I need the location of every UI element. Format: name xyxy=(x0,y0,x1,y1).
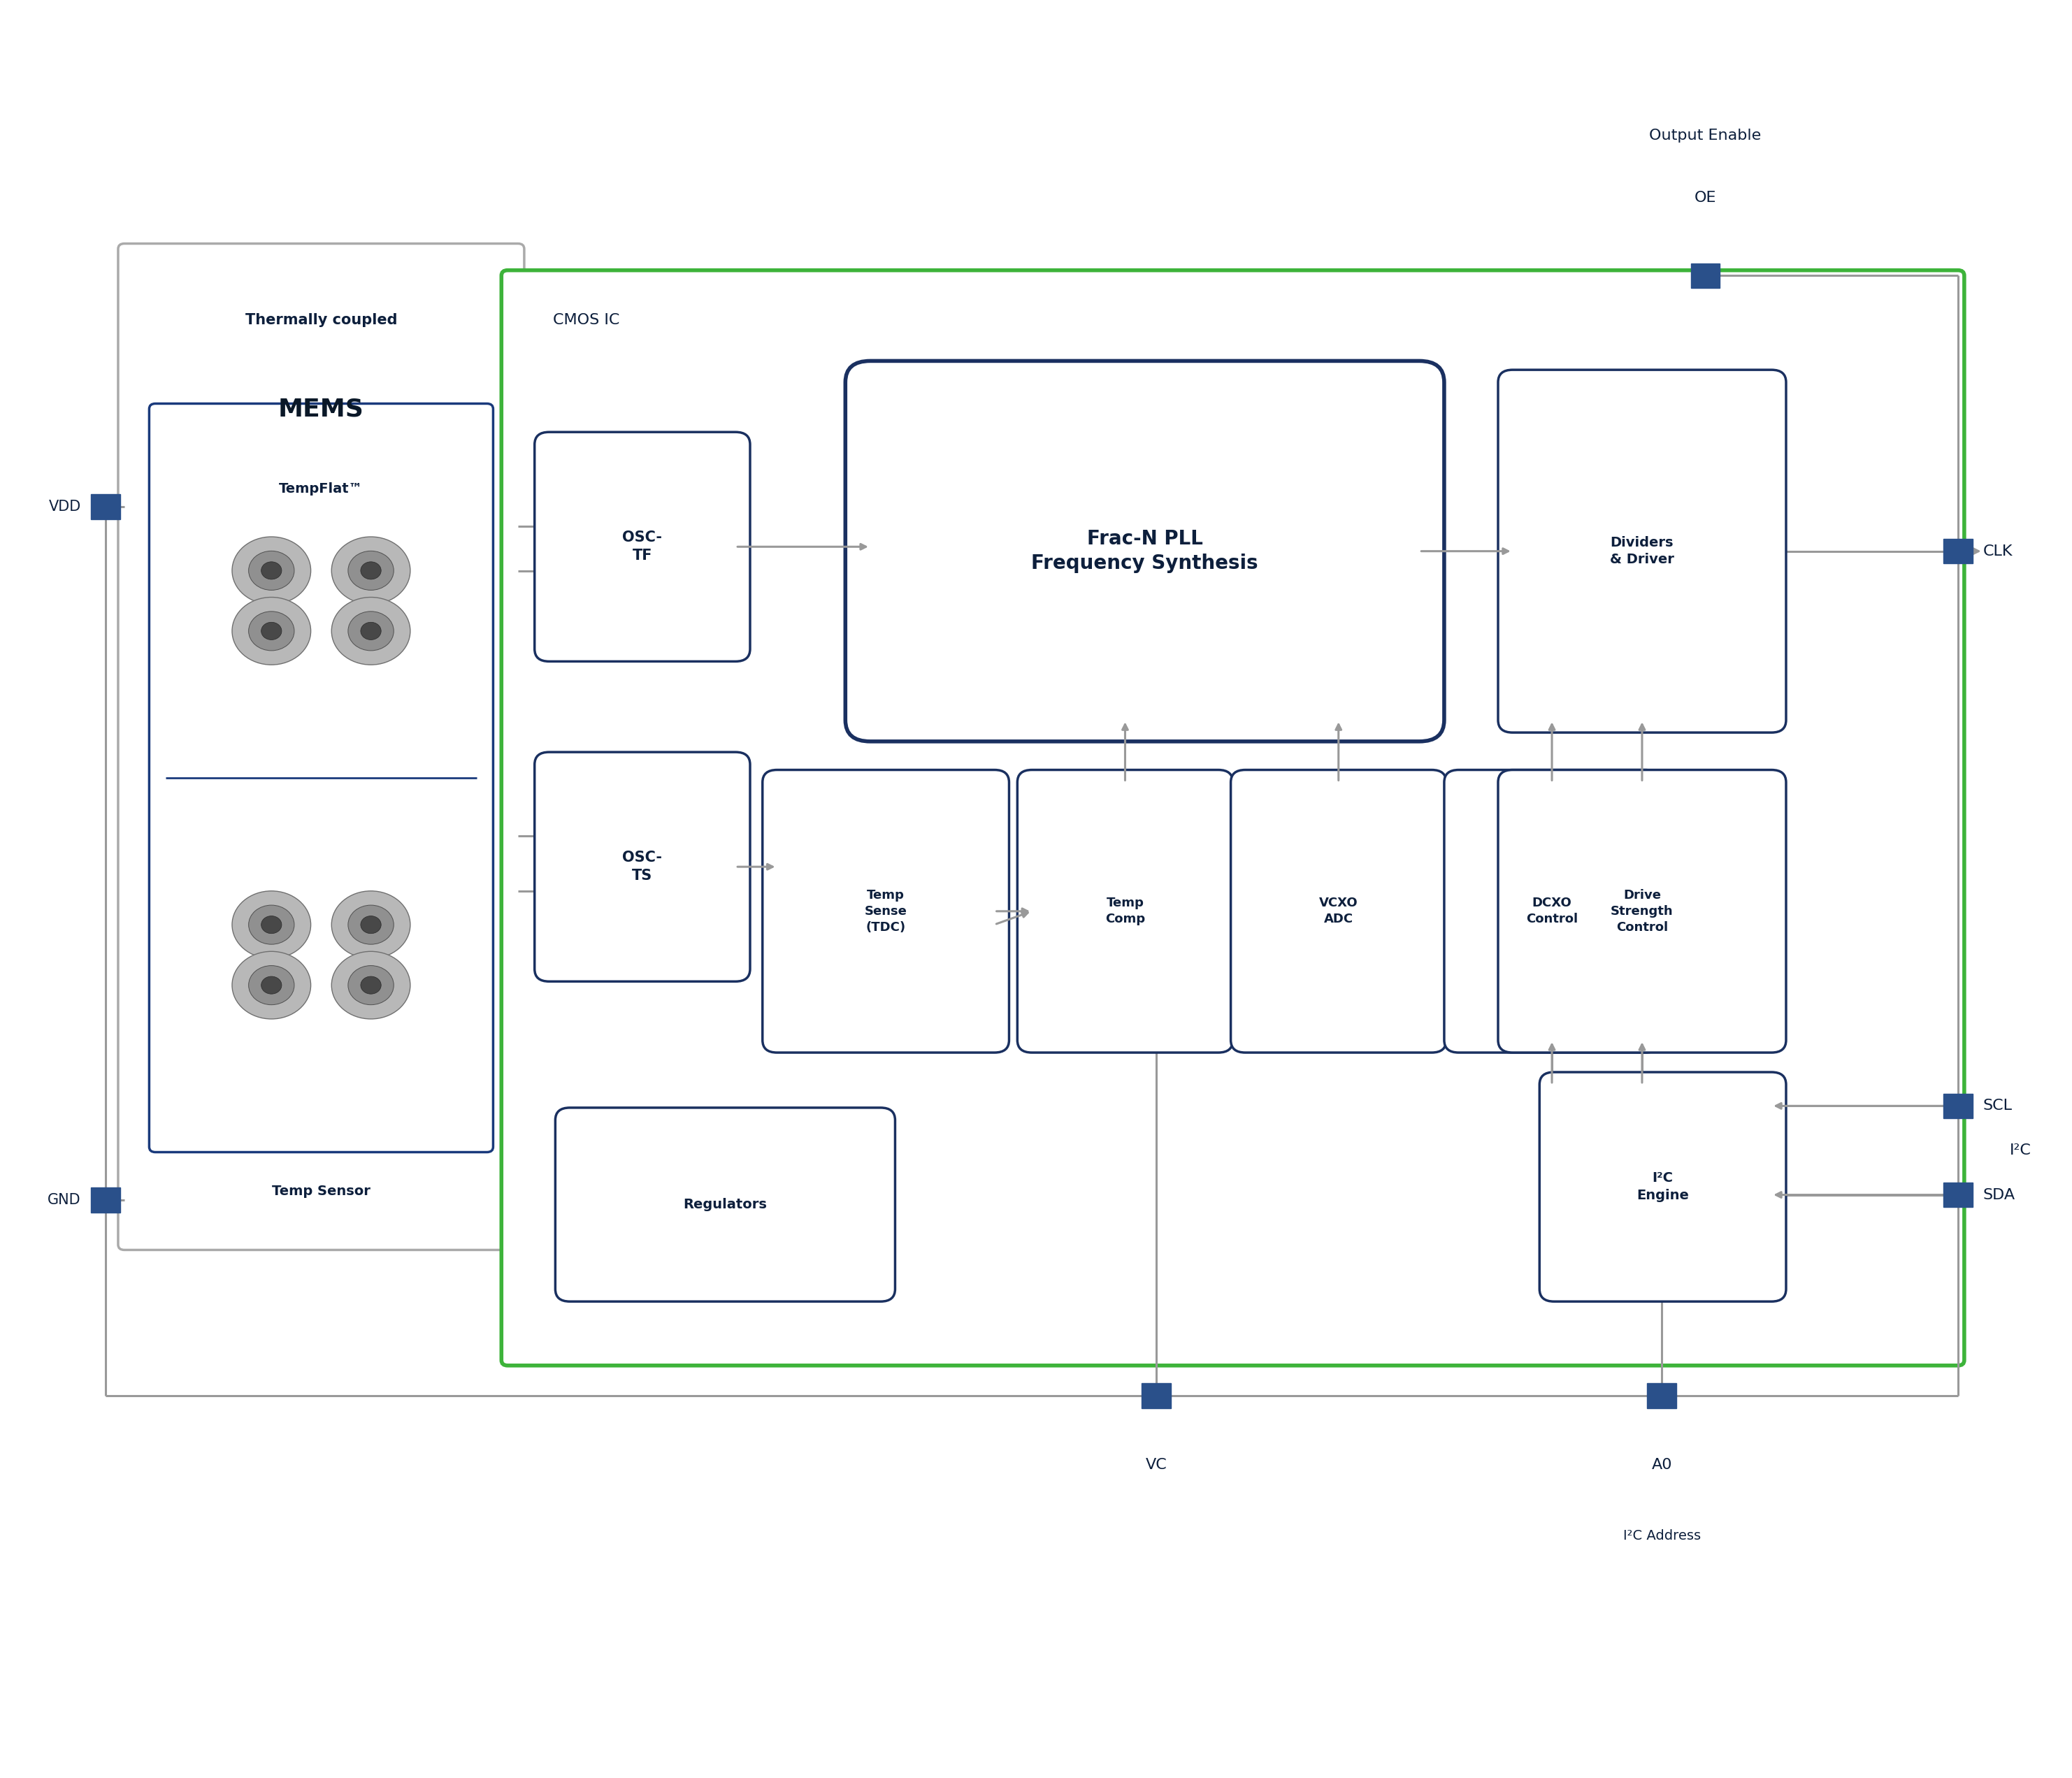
FancyBboxPatch shape xyxy=(1498,770,1786,1053)
Text: OE: OE xyxy=(1695,190,1716,204)
Circle shape xyxy=(332,537,410,605)
Bar xyxy=(91,1188,120,1213)
FancyBboxPatch shape xyxy=(1231,770,1446,1053)
Circle shape xyxy=(348,612,394,651)
FancyBboxPatch shape xyxy=(762,770,1009,1053)
Bar xyxy=(1944,1182,1973,1207)
Circle shape xyxy=(332,891,410,958)
Text: Temp
Sense
(TDC): Temp Sense (TDC) xyxy=(864,889,908,933)
Circle shape xyxy=(361,916,381,933)
FancyBboxPatch shape xyxy=(149,404,493,1152)
Circle shape xyxy=(249,612,294,651)
Text: I²C Address: I²C Address xyxy=(1622,1529,1701,1542)
Text: MEMS: MEMS xyxy=(278,396,365,421)
FancyBboxPatch shape xyxy=(845,361,1444,741)
Text: SDA: SDA xyxy=(1983,1188,2016,1202)
Bar xyxy=(1944,1093,1973,1118)
FancyBboxPatch shape xyxy=(1498,370,1786,733)
Bar xyxy=(91,494,120,519)
Text: SCL: SCL xyxy=(1983,1099,2012,1113)
FancyBboxPatch shape xyxy=(501,270,1964,1366)
Text: Output Enable: Output Enable xyxy=(1649,128,1761,142)
Text: I²C: I²C xyxy=(2010,1143,2031,1157)
Circle shape xyxy=(261,976,282,994)
Text: Dividers
& Driver: Dividers & Driver xyxy=(1610,535,1674,567)
Circle shape xyxy=(348,965,394,1005)
Text: OSC-
TS: OSC- TS xyxy=(622,852,663,882)
Circle shape xyxy=(249,551,294,590)
FancyBboxPatch shape xyxy=(1017,770,1233,1053)
Circle shape xyxy=(232,597,311,665)
Text: A0: A0 xyxy=(1651,1458,1672,1472)
Circle shape xyxy=(261,622,282,640)
Text: VDD: VDD xyxy=(48,500,81,514)
Text: Regulators: Regulators xyxy=(684,1198,767,1211)
Circle shape xyxy=(348,905,394,944)
Text: OSC-
TF: OSC- TF xyxy=(622,532,663,562)
Circle shape xyxy=(361,976,381,994)
Text: VC: VC xyxy=(1146,1458,1167,1472)
Circle shape xyxy=(361,622,381,640)
Bar xyxy=(1647,1383,1676,1408)
Text: VCXO
ADC: VCXO ADC xyxy=(1320,896,1357,926)
Circle shape xyxy=(249,965,294,1005)
FancyBboxPatch shape xyxy=(1539,1072,1786,1301)
Text: CMOS IC: CMOS IC xyxy=(553,313,620,327)
FancyBboxPatch shape xyxy=(118,244,524,1250)
Bar xyxy=(1944,539,1973,564)
Circle shape xyxy=(332,951,410,1019)
Text: Thermally coupled: Thermally coupled xyxy=(244,313,398,327)
Bar xyxy=(1691,263,1720,288)
Text: GND: GND xyxy=(48,1193,81,1207)
Text: TempFlat™: TempFlat™ xyxy=(280,482,363,496)
Circle shape xyxy=(361,562,381,580)
Text: DCXO
Control: DCXO Control xyxy=(1525,896,1579,926)
FancyBboxPatch shape xyxy=(1444,770,1660,1053)
Text: Temp
Comp: Temp Comp xyxy=(1104,896,1146,926)
Text: Drive
Strength
Control: Drive Strength Control xyxy=(1610,889,1674,933)
Circle shape xyxy=(249,905,294,944)
Text: Temp Sensor: Temp Sensor xyxy=(271,1184,371,1198)
Circle shape xyxy=(348,551,394,590)
Circle shape xyxy=(261,916,282,933)
FancyBboxPatch shape xyxy=(535,432,750,661)
Circle shape xyxy=(232,537,311,605)
Text: CLK: CLK xyxy=(1983,544,2012,558)
Text: I²C
Engine: I²C Engine xyxy=(1637,1172,1689,1202)
FancyBboxPatch shape xyxy=(535,752,750,981)
Circle shape xyxy=(261,562,282,580)
Bar xyxy=(1142,1383,1171,1408)
Text: Frac-N PLL
Frequency Synthesis: Frac-N PLL Frequency Synthesis xyxy=(1032,528,1258,574)
FancyBboxPatch shape xyxy=(555,1108,895,1301)
Circle shape xyxy=(232,891,311,958)
Circle shape xyxy=(332,597,410,665)
Circle shape xyxy=(232,951,311,1019)
